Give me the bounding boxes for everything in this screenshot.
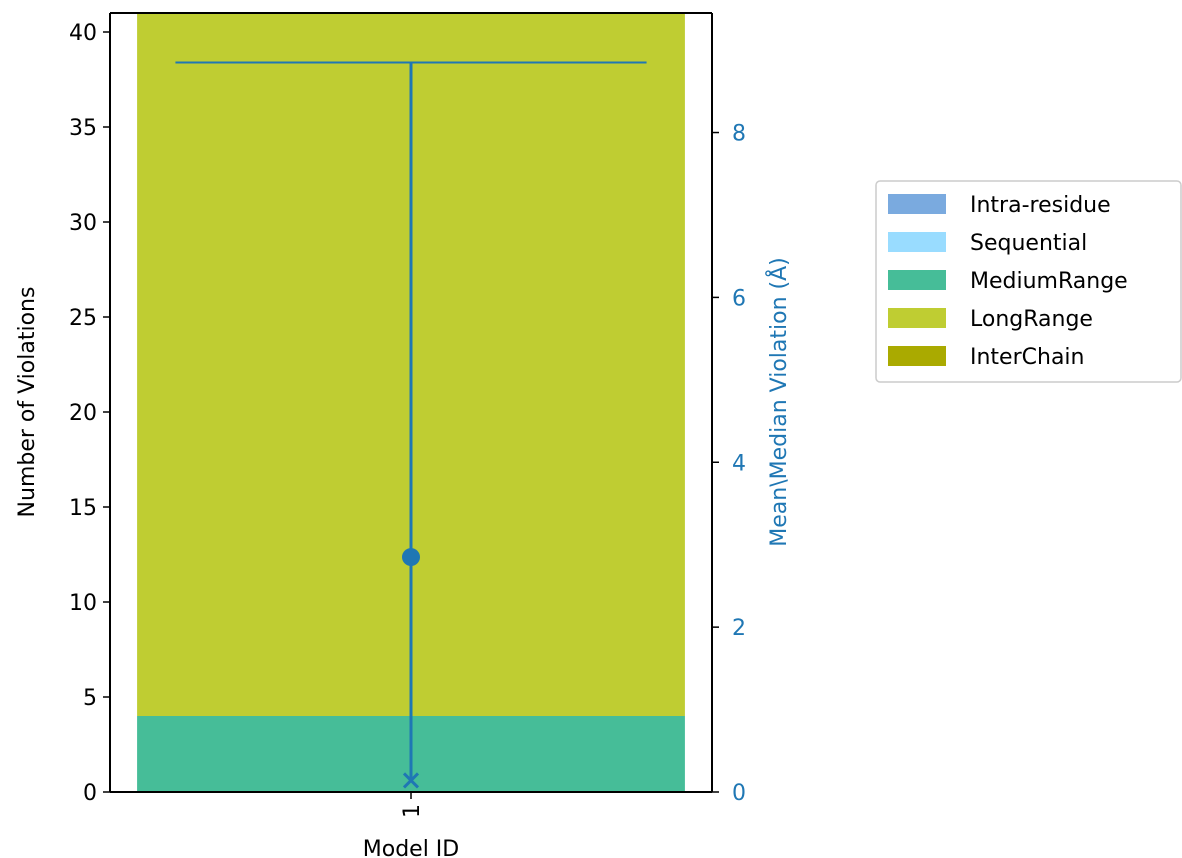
y2-tick-label: 4 (732, 451, 746, 476)
axes-frame (109, 12, 713, 793)
legend-label: InterChain (970, 345, 1084, 370)
legend-box (875, 180, 1182, 383)
legend-swatch (888, 308, 946, 328)
y-tick-label: 0 (83, 781, 97, 806)
y2-tick-label: 8 (732, 122, 746, 147)
x-axis-label: Model ID (363, 837, 459, 858)
legend-swatch (888, 270, 946, 290)
legend-label: MediumRange (970, 269, 1128, 294)
y2-axis-label: Mean\Median Violation (Å) (765, 257, 792, 546)
y-tick-label: 5 (83, 686, 97, 711)
y-tick-label: 30 (69, 211, 97, 236)
legend-label: Sequential (970, 231, 1087, 256)
violation-errorbar (175, 61, 647, 789)
x-axis-ticks: 1 (400, 792, 425, 818)
y-tick-label: 40 (69, 21, 97, 46)
left-axis-ticks: 0 5 10 15 20 25 30 35 40 (69, 21, 110, 806)
legend-swatch (888, 194, 946, 214)
legend-swatch (888, 232, 946, 252)
mean-marker (402, 548, 420, 567)
legend-swatch (888, 346, 946, 366)
y-tick-label: 25 (69, 306, 97, 331)
y-tick-label: 15 (69, 496, 97, 521)
y2-tick-label: 2 (732, 616, 746, 641)
legend-label: Intra-residue (970, 193, 1111, 218)
right-axis-ticks: 0 2 4 6 8 (712, 122, 746, 806)
median-marker (402, 772, 420, 789)
y-tick-label: 35 (69, 116, 97, 141)
x-tick-label: 1 (400, 804, 425, 818)
legend-label: LongRange (970, 307, 1093, 332)
y-tick-label: 20 (69, 401, 97, 426)
y-tick-label: 10 (69, 591, 97, 616)
y2-tick-label: 6 (732, 286, 746, 311)
legend: Intra-residue Sequential MediumRange LongRa… (875, 180, 1182, 383)
y-axis-label: Number of Violations (15, 287, 40, 518)
y2-tick-label: 0 (732, 781, 746, 806)
